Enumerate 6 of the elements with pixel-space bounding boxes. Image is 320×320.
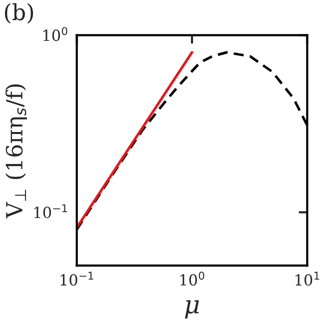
x-tick-label: 10$^{−1}$ [60, 272, 94, 286]
x-tick-label: 10$^{0}$ [180, 272, 204, 286]
x-axis-title: μ [184, 300, 199, 318]
text: (b) [4, 3, 34, 24]
y-axis-title: V$_{⊥}$ (16πη$_{s}$/f) [5, 84, 27, 219]
x-tick-label: 10$^{1}$ [296, 272, 320, 286]
